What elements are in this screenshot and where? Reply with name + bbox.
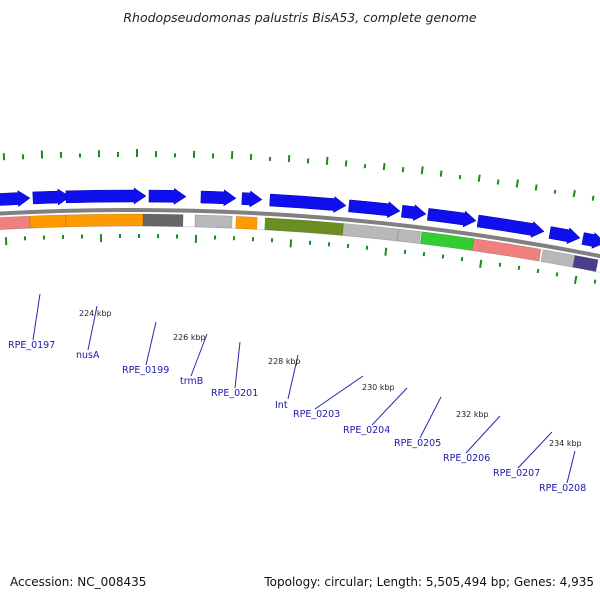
kbp-label: 230 kbp (362, 383, 395, 392)
gene-label[interactable]: RPE_0206 (443, 453, 490, 464)
label-leader (287, 354, 299, 400)
inner-tick (289, 239, 293, 248)
genome-title: Rhodopseudomonas palustris BisA53, compl… (123, 10, 477, 25)
gc-tick (401, 167, 405, 173)
cds-block (342, 223, 399, 242)
inner-ticks (4, 234, 597, 284)
kbp-label: 228 kbp (268, 357, 301, 366)
label-leader (145, 321, 157, 366)
gc-tick (344, 160, 348, 167)
gene-label[interactable]: RPE_0199 (122, 365, 169, 376)
gene-label[interactable]: RPE_0197 (8, 340, 55, 351)
inner-tick (555, 272, 559, 277)
forward-gene (32, 188, 71, 206)
outer-gc-ticks (2, 149, 595, 201)
cds-block (142, 213, 184, 227)
forward-gene (401, 204, 427, 222)
inner-tick (536, 268, 540, 274)
gc-tick (477, 174, 481, 182)
gc-tick (496, 179, 500, 185)
forward-gene (269, 193, 347, 213)
inner-tick (517, 265, 521, 270)
label-leader (566, 450, 576, 484)
gene-label[interactable]: trmB (180, 376, 203, 387)
label-leader (465, 415, 501, 454)
kbp-label: 232 kbp (456, 410, 489, 419)
inner-tick (384, 247, 388, 256)
kbp-label: 224 kbp (79, 309, 112, 318)
label-leader (314, 375, 364, 410)
gc-tick (515, 179, 519, 188)
label-leader (32, 293, 41, 341)
gene-label[interactable]: Int (275, 400, 288, 411)
backbone-line (0, 208, 600, 259)
label-leader (87, 305, 98, 351)
gc-tick (534, 184, 538, 191)
gc-tick (382, 162, 386, 171)
gene-label[interactable]: nusA (76, 350, 100, 361)
gene-label[interactable]: RPE_0207 (493, 468, 540, 479)
gene-label[interactable]: RPE_0201 (211, 388, 258, 399)
label-leader (371, 387, 408, 426)
kbp-label: 226 kbp (173, 333, 206, 342)
forward-gene (241, 190, 263, 208)
inner-tick (441, 254, 445, 259)
gc-tick (458, 174, 462, 180)
cds-track (0, 213, 599, 272)
gene-label[interactable]: RPE_0204 (343, 425, 390, 436)
gc-tick (591, 195, 595, 201)
label-leader (234, 341, 241, 389)
cds-block (471, 238, 542, 262)
gc-tick (325, 156, 329, 165)
gc-tick (572, 190, 576, 198)
gc-tick (553, 189, 557, 194)
forward-gene (200, 189, 237, 207)
cds-block (419, 231, 475, 251)
forward-gene (426, 208, 477, 228)
forward-gene (65, 187, 147, 205)
cds-block (29, 214, 67, 229)
label-leader (419, 396, 442, 439)
inner-tick (498, 262, 502, 267)
forward-gene (348, 199, 401, 219)
cds-block (397, 228, 422, 244)
cds-block (194, 214, 233, 229)
genome-stats-text: Topology: circular; Length: 5,505,494 bp… (264, 575, 594, 589)
forward-gene (581, 232, 600, 249)
forward-gene (548, 226, 581, 245)
gene-label[interactable]: RPE_0205 (394, 438, 441, 449)
gc-tick (439, 170, 443, 177)
forward-strand-genes (0, 187, 600, 249)
inner-tick (460, 257, 464, 262)
cds-block (264, 217, 344, 236)
inner-tick (479, 259, 483, 268)
gene-labels: 224 kbp 226 kbp 228 kbp 230 kbp 232 kbp … (8, 309, 586, 494)
label-leader (190, 333, 208, 377)
cds-block (65, 213, 144, 228)
label-leaders (32, 293, 576, 484)
forward-gene (0, 190, 31, 208)
inner-tick (573, 275, 578, 284)
forward-gene (476, 214, 545, 238)
gene-label[interactable]: RPE_0208 (539, 483, 586, 494)
cds-block (0, 215, 31, 230)
forward-gene (148, 187, 187, 205)
gc-tick (420, 166, 424, 175)
cds-block (235, 216, 258, 230)
accession-text: Accession: NC_008435 (10, 575, 147, 589)
label-leader (517, 431, 553, 469)
gene-label[interactable]: RPE_0203 (293, 409, 340, 420)
inner-tick (593, 279, 597, 284)
kbp-label: 234 kbp (549, 439, 582, 448)
cds-block (572, 255, 599, 272)
